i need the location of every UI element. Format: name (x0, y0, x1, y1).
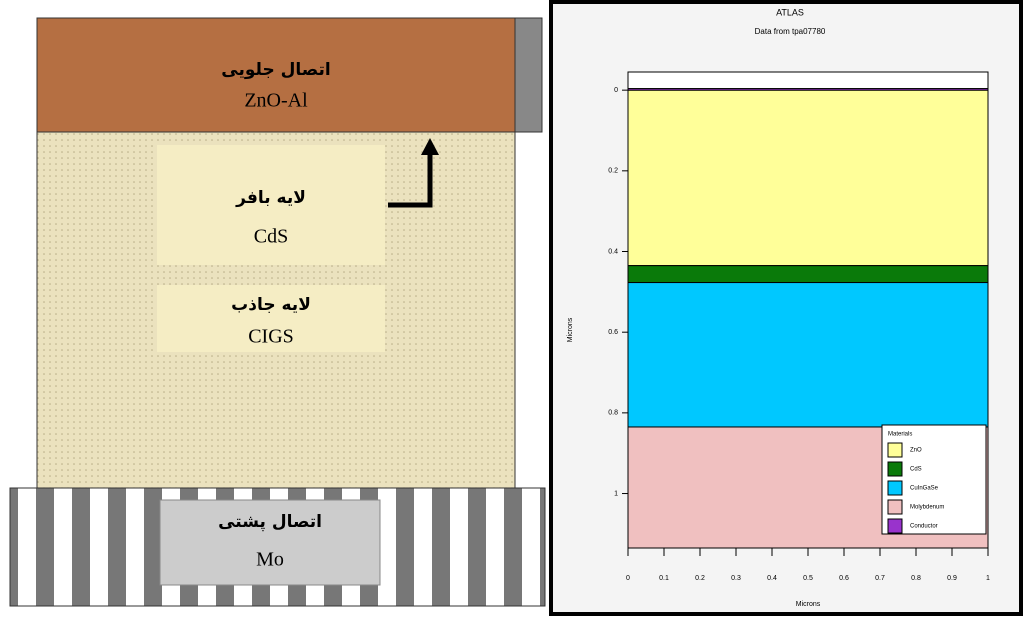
legend-swatch (887, 461, 903, 477)
back-contact-label: اتصال پشتی (218, 512, 322, 532)
legend-title: Materials (888, 432, 912, 438)
legend-label: CuInGaSe (910, 486, 939, 492)
buffer-box (157, 145, 385, 265)
buffer-label: لایه بافر (235, 188, 306, 208)
y-tick-label: 0 (614, 87, 618, 94)
arrow (388, 150, 433, 208)
buffer-material: CdS (254, 226, 288, 248)
absorber-material: CIGS (248, 326, 294, 348)
legend-label: Conductor (910, 524, 938, 530)
x-axis-label: Microns (796, 601, 821, 608)
x-tick-label: 0.3 (731, 575, 741, 582)
legend-label: Molybdenum (910, 505, 944, 511)
x-tick-label: 0.4 (767, 575, 777, 582)
arrow-head (421, 138, 439, 155)
y-tick-label: 0.2 (608, 168, 618, 175)
x-tick-label: 0.5 (803, 575, 813, 582)
y-tick-label: 0.4 (608, 248, 618, 255)
x-tick-label: 0.1 (659, 575, 669, 582)
y-tick-label: 0.6 (608, 329, 618, 336)
y-axis-label: Microns (567, 317, 574, 342)
legend (881, 424, 987, 535)
front-contact-material: ZnO-Al (244, 90, 308, 112)
x-tick-label: 0.2 (695, 575, 705, 582)
legend-label: ZnO (910, 448, 922, 454)
chart-title: ATLAS (776, 7, 804, 17)
cell-diagram: اتصال جلویی ZnO-Al لایه بافر CdS لایه جا… (9, 17, 546, 607)
layer (627, 89, 989, 267)
legend-swatch (887, 518, 903, 534)
legend-swatch (887, 442, 903, 458)
front-contact-edge (514, 17, 543, 133)
legend-swatch (887, 480, 903, 496)
layer (627, 265, 989, 284)
y-tick-label: 1 (614, 490, 618, 497)
legend-label: CdS (910, 467, 922, 473)
absorber-box (157, 285, 385, 352)
x-tick-label: 0.8 (911, 575, 921, 582)
back-contact-material: Mo (256, 549, 284, 571)
legend-swatch (887, 499, 903, 515)
x-tick-label: 0.6 (839, 575, 849, 582)
front-contact-box (36, 17, 516, 133)
x-tick-label: 0.9 (947, 575, 957, 582)
back-contact-inner (159, 499, 381, 586)
front-contact-label: اتصال جلویی (221, 60, 330, 80)
x-tick-label: 0 (626, 575, 630, 582)
y-tick-label: 0.8 (608, 410, 618, 417)
x-tick-label: 1 (986, 575, 990, 582)
chart-subtitle: Data from tpa07780 (755, 27, 826, 36)
layer (627, 88, 989, 91)
layer (627, 282, 989, 428)
x-tick-label: 0.7 (875, 575, 885, 582)
absorber-label: لایه جاذب (231, 295, 311, 315)
